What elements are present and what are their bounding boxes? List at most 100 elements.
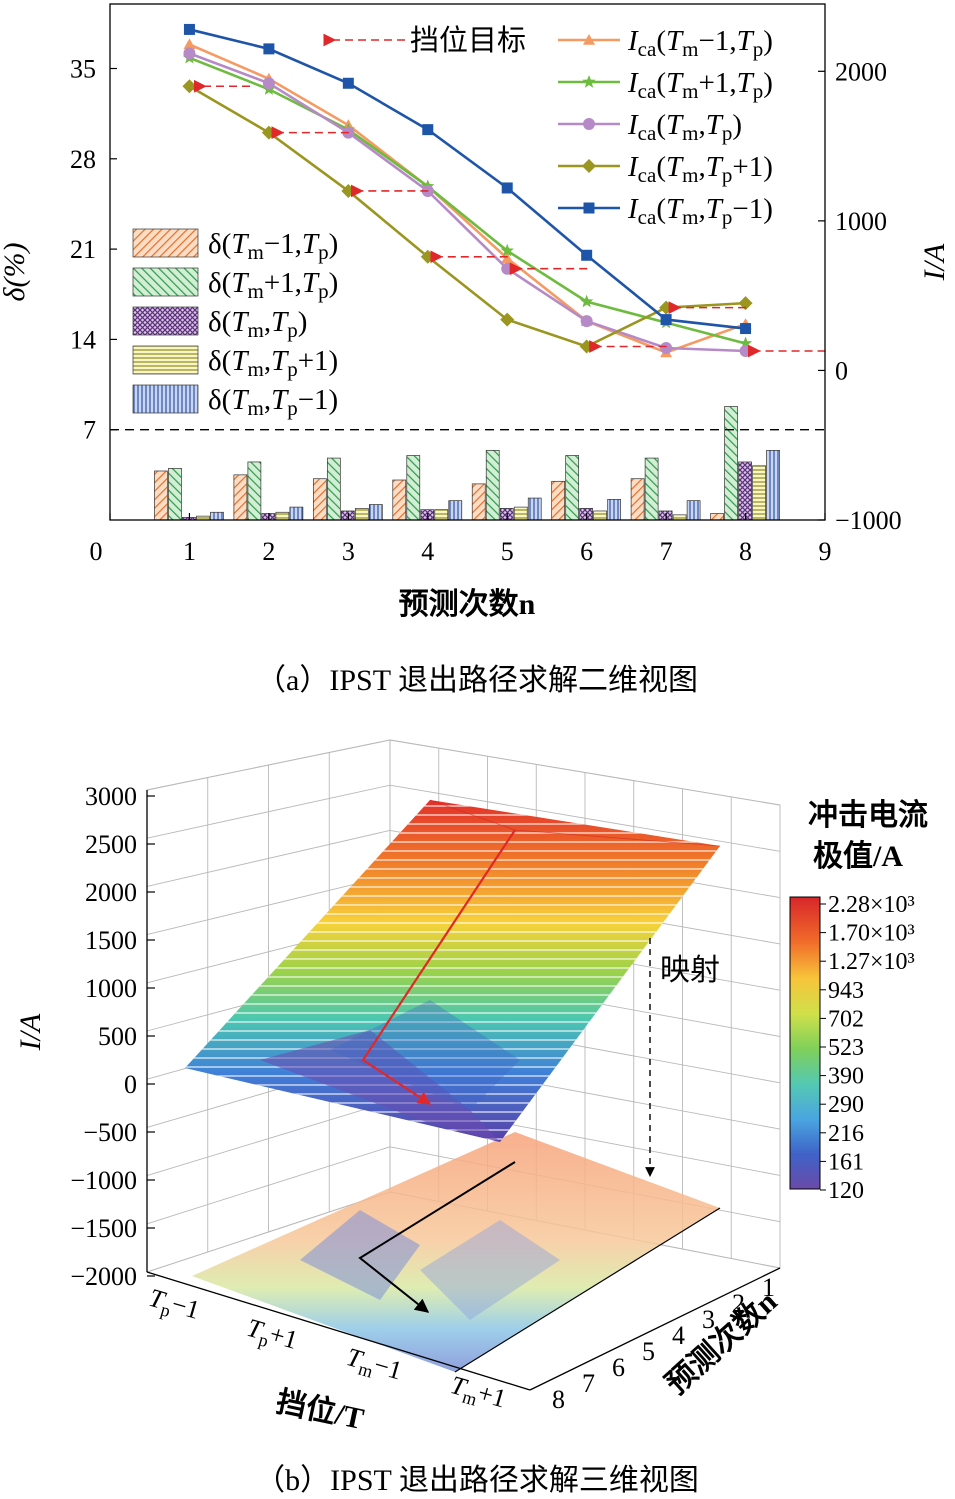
point-1-6 [580, 294, 594, 308]
legend-marker-1 [582, 75, 596, 88]
point-2-2 [262, 77, 275, 90]
x3d-tick-label: Tp+1 [243, 1313, 301, 1359]
bar-4-6 [607, 499, 622, 521]
bar-4-8 [766, 449, 780, 521]
colorbar-tick-label: 161 [828, 1149, 864, 1175]
legend-bar-swatch [132, 306, 199, 336]
3d-surface [185, 799, 721, 1142]
bar-3-6 [593, 510, 608, 521]
y3d-tick-label: 4 [672, 1321, 685, 1350]
x3d-tick-label: Tm+1 [446, 1370, 509, 1417]
x-tick-label: 3 [342, 537, 355, 566]
bar-0-6 [551, 480, 566, 521]
bar-4-2 [289, 506, 304, 521]
point-0-1 [183, 38, 196, 50]
y-left-axis-label: δ(%) [0, 243, 31, 302]
bar-0-4 [392, 479, 407, 521]
bar-1-7 [644, 457, 659, 521]
point-4-5 [501, 182, 513, 194]
legend-line-label: Ica(Tm,Tp−1) [627, 193, 773, 229]
line-series-3 [188, 85, 746, 348]
z-tick-label: −1000 [70, 1166, 137, 1195]
bar-1-8 [724, 406, 738, 521]
y-left-tick-label: 21 [70, 235, 96, 264]
bar-3-2 [275, 511, 290, 521]
x3d-tick-label: Tp−1 [145, 1283, 203, 1329]
legend-line-label: Ica(Tm,Tp) [627, 109, 742, 145]
bar-4-5 [527, 497, 542, 521]
y-right-tick-label: −1000 [835, 506, 902, 535]
point-3-6 [579, 339, 594, 354]
x-axis-label: 预测次数n [399, 588, 536, 621]
legend-bar-swatch [132, 345, 199, 375]
line-series-1 [188, 56, 746, 345]
legend-line-label: Ica(Tm,Tp+1) [627, 151, 773, 187]
z-tick-label: −500 [83, 1118, 137, 1147]
chart-a-2d-view: 0 1 2 3 4 5 6 7 8 9 7 14 21 28 35 −1000 0 1000 2000 Ica(Tm… [0, 3, 951, 697]
line-series-4 [189, 28, 746, 330]
z-tick-label: 0 [124, 1070, 137, 1099]
legend-bar-label: δ(Tm,Tp−1) [208, 384, 338, 420]
point-4-8 [740, 323, 752, 335]
colorbar-tick-label: 390 [828, 1064, 864, 1090]
bar-0-7 [630, 478, 645, 521]
y3d-tick-label: 8 [552, 1385, 565, 1414]
x-tick-label: 4 [421, 537, 434, 566]
legend-line-label: Ica(Tm+1,Tp) [627, 67, 773, 103]
x-tick-label: 8 [739, 537, 752, 566]
y-left-tick-label: 35 [70, 55, 96, 84]
y-right-tick-label: 1000 [835, 207, 887, 236]
colorbar-title-line2: 极值/A [813, 840, 903, 873]
annotation-target: 挡位目标 [410, 24, 526, 57]
bar-3-5 [513, 506, 528, 521]
legend-marker-2 [583, 118, 595, 130]
legend-marker-4 [583, 202, 595, 214]
x-tick-label: 2 [262, 537, 275, 566]
y-left-tick-label: 7 [83, 416, 96, 445]
y-left-tick-label: 14 [70, 325, 96, 354]
point-3-1 [182, 79, 197, 94]
z-tick-label: 500 [98, 1022, 137, 1051]
bar-0-5 [471, 483, 486, 521]
z-tick-label: −2000 [70, 1262, 137, 1291]
y3d-tick-label: 6 [612, 1353, 625, 1382]
legend-marker-0 [583, 34, 595, 45]
legend-bar-label: δ(Tm+1,Tp) [208, 267, 338, 303]
point-1-5 [500, 243, 514, 257]
colorbar-tick-label: 120 [828, 1178, 864, 1204]
point-2-1 [183, 47, 196, 60]
annotation-mapping: 映射 [660, 954, 720, 987]
bar-3-3 [354, 508, 369, 521]
point-3-7 [659, 300, 674, 315]
x-tick-label: 6 [580, 537, 593, 566]
y3d-tick-label: 5 [642, 1337, 655, 1366]
point-2-8 [739, 344, 752, 357]
bar-4-3 [368, 504, 383, 521]
y3d-tick-label: 3 [702, 1305, 715, 1334]
bar-1-2 [247, 461, 262, 521]
point-4-7 [660, 314, 672, 326]
y-right-tick-label: 0 [835, 356, 848, 385]
point-4-1 [183, 23, 195, 35]
caption-b: （b）IPST 退出路径求解三维视图 [255, 1464, 699, 1497]
bar-0-3 [312, 478, 327, 521]
floor-exit-path [358, 1161, 516, 1313]
surface-exit-path [361, 829, 516, 1105]
legend-bar-swatch [132, 267, 199, 297]
bar-3-4 [434, 509, 449, 521]
colorbar-tick-label: 1.27×10³ [828, 949, 915, 975]
caption-a: （a）IPST 退出路径求解二维视图 [256, 664, 698, 697]
y-right-axis-label: I/A [918, 243, 951, 281]
legend-bar-swatch [132, 228, 199, 258]
x-tick-label: 0 [90, 537, 103, 566]
y3d-tick-label: 1 [762, 1273, 775, 1302]
bar-3-8 [752, 465, 766, 521]
z-axis-label: I/A [14, 1013, 47, 1051]
bar-4-1 [210, 511, 224, 521]
bar-4-7 [686, 500, 701, 521]
colorbar-tick-label: 1.70×10³ [828, 921, 915, 947]
x-tick-label: 9 [819, 537, 832, 566]
x-tick-label: 1 [183, 537, 196, 566]
bar-0-8 [710, 513, 724, 521]
